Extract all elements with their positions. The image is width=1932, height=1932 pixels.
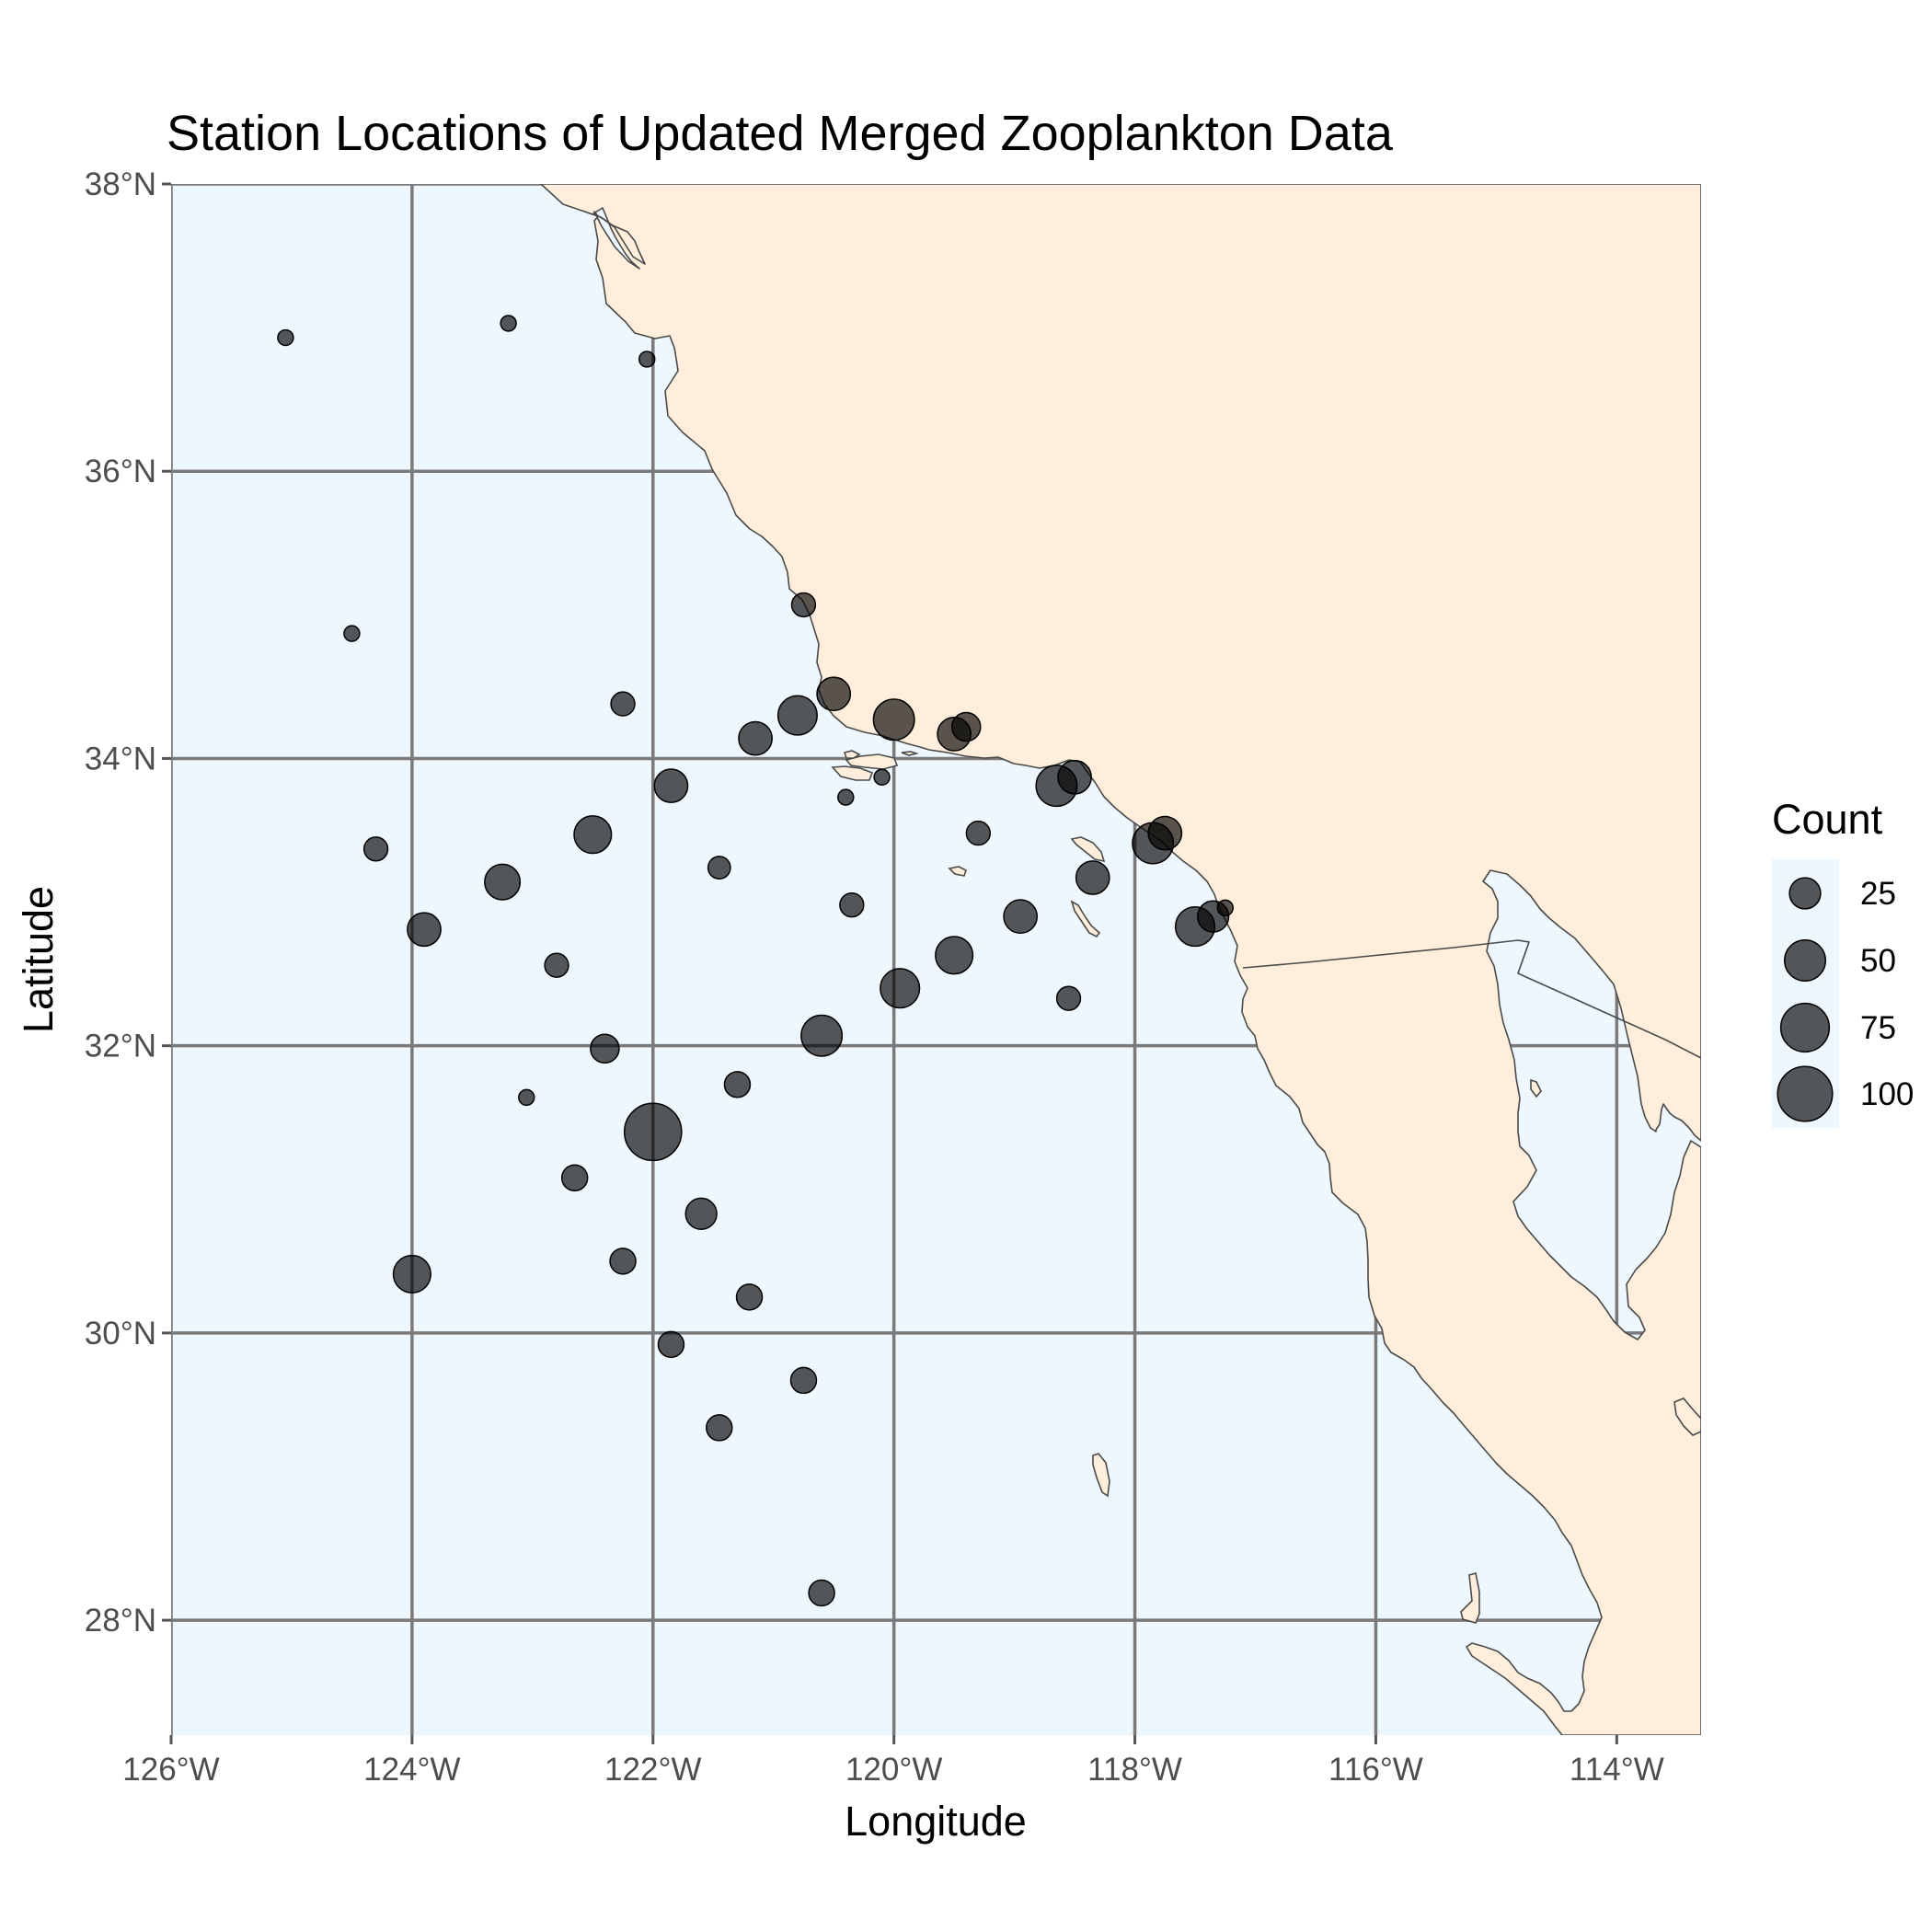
station-point [1055,985,1082,1011]
chart-title: Station Locations of Updated Merged Zoop… [167,106,1394,161]
station-point [880,968,921,1009]
station-point [573,815,613,855]
station-point [839,891,865,918]
x-axis-title: Longitude [845,1798,1027,1845]
x-tick-label: 126°W [122,1752,219,1788]
station-point [706,1414,733,1442]
station-point [776,695,818,736]
station-point [610,691,636,717]
island-cedros [1460,1571,1480,1624]
station-point [950,711,982,742]
island-guadalupe [1092,1453,1110,1498]
north-america-landmass [540,184,1701,1735]
station-point [590,1033,620,1064]
station-point [657,1330,685,1359]
legend-key-circle [1777,1065,1834,1122]
station-point [1057,759,1092,795]
island-santa-rosa [831,765,874,781]
station-point [1216,899,1234,917]
land [540,184,1701,1735]
island-san-clemente [1070,900,1101,938]
map-panel [171,184,1701,1735]
station-points [277,315,1234,1607]
x-tick-label: 124°W [363,1752,460,1788]
island-santa-cruz [845,753,899,770]
y-tick-label: 36°N [85,454,156,489]
station-point [684,1197,718,1230]
y-tick-label: 28°N [85,1603,156,1639]
x-axis: 126°W 124°W 122°W 120°W 118°W 116°W 114°W [122,1735,1664,1788]
station-point [816,676,852,712]
station-point [392,1254,431,1294]
station-point [808,1579,835,1607]
station-point [707,856,731,880]
station-point [872,698,915,742]
y-axis: 28°N 30°N 32°N 34°N 36°N 38°N [85,167,171,1639]
legend: Count 25 50 75 100 [1772,796,1914,1128]
x-tick-label: 122°W [604,1752,701,1788]
station-point [560,1164,589,1192]
station-point [965,820,992,846]
y-tick-label: 38°N [85,167,156,202]
island-san-nicolas [948,866,967,877]
legend-key-circle [1779,1002,1831,1053]
legend-entry-label: 25 [1860,876,1896,912]
station-point [738,720,773,756]
y-tick-label: 32°N [85,1029,156,1064]
station-point [544,952,569,978]
station-point [1147,815,1183,851]
x-tick-label: 114°W [1570,1752,1664,1788]
station-point [500,315,517,332]
island-anacapa [901,751,919,756]
island-san-miguel [843,750,861,759]
station-point [638,351,656,368]
station-point [790,592,817,618]
station-point [789,1366,818,1395]
station-point [277,328,294,347]
island-tiburon [1673,1397,1701,1436]
island-angel-de-la-guarda [1530,1078,1542,1098]
us-mexico-border [1242,939,1701,1059]
station-point [1075,860,1110,895]
legend-title: Count [1772,796,1883,843]
station-point [362,836,389,862]
station-point [407,912,442,948]
station-point [935,936,974,975]
station-point [723,1071,752,1098]
station-point [484,863,522,901]
station-point [735,1283,764,1311]
legend-key-circle [1784,939,1826,982]
station-point [653,768,689,803]
station-point [873,768,891,786]
station-point [800,1014,844,1057]
station-point [623,1102,683,1162]
x-tick-label: 120°W [845,1752,942,1788]
legend-key-circle [1788,877,1822,910]
y-axis-title: Latitude [15,886,62,1033]
station-point [609,1248,637,1275]
y-tick-label: 34°N [85,741,156,776]
legend-entry-label: 100 [1860,1076,1914,1112]
y-tick-label: 30°N [85,1316,156,1351]
station-point [518,1088,535,1107]
x-tick-label: 118°W [1087,1752,1182,1788]
legend-entries: 25 50 75 100 [1777,876,1914,1122]
station-point [837,788,855,806]
legend-entry-label: 50 [1860,943,1896,979]
station-point [343,625,361,642]
legend-entry-label: 75 [1860,1010,1896,1046]
island-santa-catalina [1070,836,1106,863]
station-point [1003,899,1039,935]
x-tick-label: 116°W [1328,1752,1423,1788]
